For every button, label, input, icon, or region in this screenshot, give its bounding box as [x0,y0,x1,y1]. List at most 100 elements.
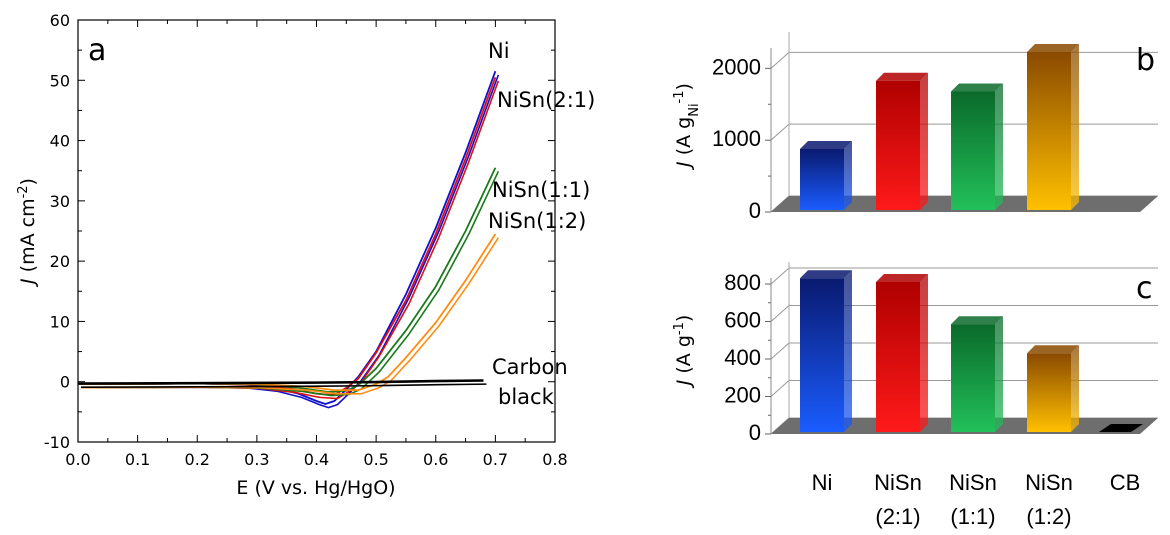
panel-b-y-axis-label: J (A gNi-1) [672,83,702,171]
category-label-line1: NiSn [949,470,997,495]
gridline-side [770,342,790,360]
curve-label-ni: Ni [488,39,510,63]
x-tick-label: 0.7 [483,450,508,469]
curve-label-nisn-2-1: NiSn(2:1) [497,88,595,112]
panel-a-plot-frame [77,19,556,443]
bar-cb [1099,424,1143,432]
panel-c-y-axis-label: J (A g-1) [672,315,696,390]
x-tick-label: 0.1 [125,450,150,469]
b-y-label-unit: (A g [673,117,695,162]
x-tick-label: 0.0 [65,450,90,469]
curve-label-black: black [498,385,555,409]
gridline-side [770,267,790,285]
series-line-nisn-1-1-return [80,170,500,397]
panel-c-y-ticks: 0 200 400 600 800 [724,270,761,445]
bar-ni [800,148,844,210]
bar-top-nisn-2-1 [876,274,928,282]
bar-nisn-1-2 [1027,52,1071,210]
y-tick-label: 30 [50,192,70,211]
y-tick-label: 0 [749,420,761,445]
x-tick-label: 0.4 [304,450,329,469]
y-tick-label: 50 [50,71,70,90]
series-line-nisn-1-2-return [80,237,500,395]
b-y-label-close: ) [673,83,695,90]
panel-a-series [77,70,500,409]
y-label-superscript: -2 [16,185,31,198]
y-tick-label: 1000 [712,126,761,151]
series-line-carbon-black [77,379,484,385]
panel-b-y-ticks: 0 1000 2000 [712,54,761,223]
bar-top-nisn-1-2 [1027,44,1079,52]
c-y-label-italic: J [673,379,695,389]
b-y-label-italic: J [673,161,695,171]
panel-a-x-axis-label: E (V vs. Hg/HgO) [236,477,395,499]
x-tick-label: 0.2 [185,450,210,469]
y-tick-label: 40 [50,132,70,151]
bar-top-nisn-1-1 [951,83,1003,92]
panel-a-label: a [88,33,106,68]
y-tick-label: 10 [50,312,70,331]
panel-a-line-chart: 0.0 0.1 0.2 0.3 0.4 0.5 0.6 0.7 0.8 -10 0 10 20 30 40… [16,11,596,499]
category-label-line2: (2:1) [875,504,920,529]
gridline-side [770,305,790,322]
bar-nisn-1-1 [951,91,995,210]
bar-side-nisn-2-1 [920,72,928,211]
panel-a-y-ticks: -10 0 10 20 30 40 50 60 [44,11,555,452]
x-tick-label: 0.3 [244,450,269,469]
panel-a-y-axis-label: J (mA cm-2) [16,178,40,288]
panel-b-bar-chart: 0 1000 2000 b J (A gNi-1) [672,32,1158,223]
curve-label-nisn-1-2: NiSn(1:2) [488,209,586,233]
bar-nisn-2-1 [876,282,920,432]
b-y-label-superscript: -1 [672,90,687,103]
panel-c-bars [800,270,1143,432]
y-tick-label: 800 [724,270,761,295]
bar-top-ni [800,270,852,279]
series-line-ni-return [80,74,500,409]
category-label-line2: (1:2) [1026,504,1071,529]
c-y-label-unit: (A g [673,335,695,380]
y-tick-label: 200 [724,383,761,408]
panel-c-label: c [1136,271,1153,306]
bar-nisn-2-1 [876,80,920,211]
panel-c-bar-chart: 0 200 400 600 800 c J (A g-1) [672,262,1158,445]
bar-nisn-1-1 [951,324,995,432]
category-label-line2: (1:1) [950,504,995,529]
panel-a-x-ticks: 0.0 0.1 0.2 0.3 0.4 0.5 0.6 0.7 0.8 [65,20,568,469]
bar-top-nisn-1-2 [1027,345,1079,354]
series-line-nisn-1-1 [77,167,497,393]
gridline-side [770,123,790,141]
bar-side-nisn-1-1 [995,83,1003,210]
gridline-side [770,380,790,397]
category-label-line1: NiSn [874,470,922,495]
y-tick-label: -10 [44,433,70,452]
bar-side-nisn-1-1 [995,316,1003,432]
y-tick-label: 600 [724,308,761,333]
y-label-close: ) [17,178,39,185]
gridline-side [770,51,790,69]
bar-side-nisn-2-1 [920,274,928,432]
bar-top-nisn-2-1 [876,72,928,81]
bar-nisn-1-2 [1027,353,1071,432]
category-label-line1: Ni [812,470,833,495]
category-label-line1: NiSn [1025,470,1073,495]
y-tick-label: 400 [724,345,761,370]
y-tick-label: 2000 [712,54,761,79]
bar-side-ni [844,270,852,432]
y-tick-label: 0 [60,373,70,392]
y-label-unit-part: (mA cm [17,198,39,278]
panel-b-label: b [1136,43,1155,78]
curve-label-nisn-1-1: NiSn(1:1) [492,178,590,202]
bar-top-nisn-1-1 [951,316,1003,325]
panel-b-bars [800,44,1079,211]
x-tick-label: 0.5 [363,450,388,469]
b-y-label-subscript: Ni [687,103,702,116]
y-tick-label: 60 [50,11,70,30]
y-tick-label: 0 [749,198,761,223]
c-y-label-close: ) [673,315,695,322]
bar-top-ni [800,140,852,149]
bar-ni [800,278,844,432]
c-y-label-superscript: -1 [672,322,687,335]
series-line-nisn-1-2 [77,233,497,392]
bar-side-nisn-1-2 [1071,44,1079,210]
